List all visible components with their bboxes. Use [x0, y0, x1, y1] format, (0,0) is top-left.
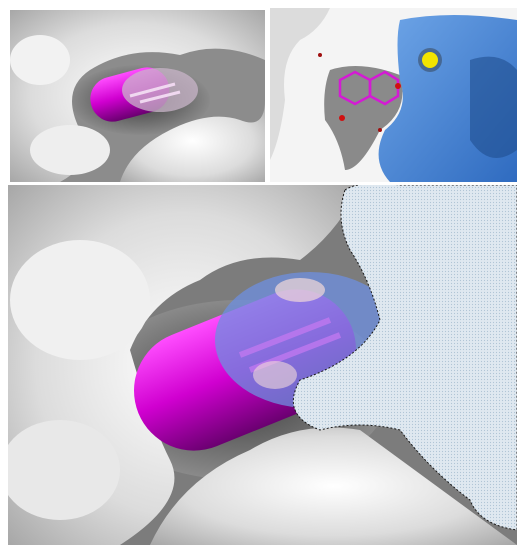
ligand: [338, 70, 400, 106]
panel-bottom: [8, 185, 517, 545]
panel-top-right: [270, 8, 517, 182]
panel-top-left: [10, 10, 265, 182]
